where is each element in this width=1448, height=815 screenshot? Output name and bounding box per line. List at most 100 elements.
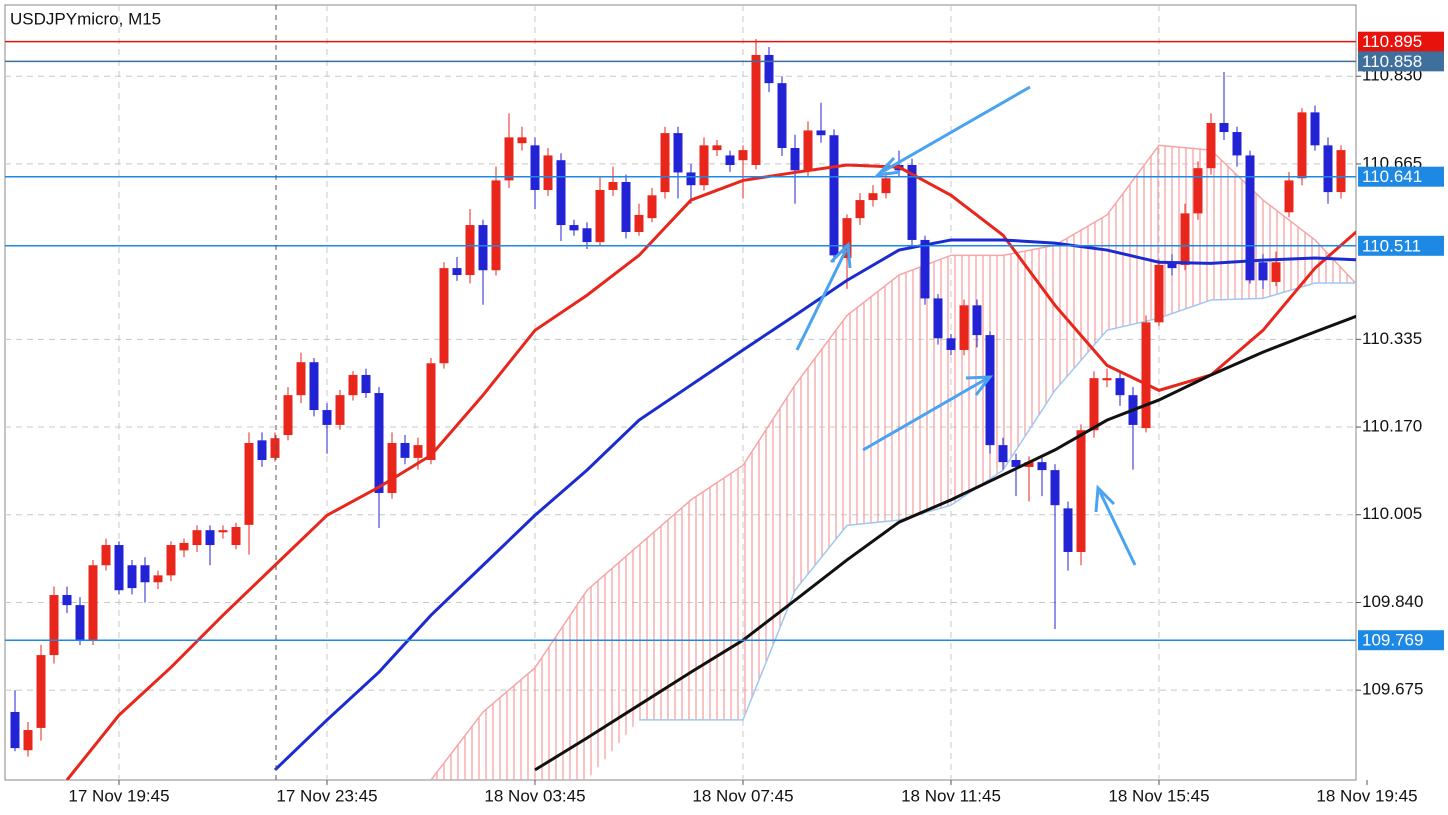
candle-body [478,225,488,271]
candle-body [205,530,215,546]
y-tick-label: 109.675 [1362,680,1423,699]
candle-body [374,393,384,493]
annotation-arrows [795,85,1137,566]
moving-average [65,163,1356,780]
candle-body [192,530,202,546]
candle-body [335,395,345,425]
candle-body [491,180,501,271]
price-level-label: 110.511 [1362,236,1421,255]
candle-body [413,445,423,458]
candle-body [881,178,891,194]
price-level-box [1358,630,1444,651]
candle-body [1011,460,1021,467]
candle-body [101,545,111,566]
candle-body [959,305,969,350]
candle-body [465,225,475,276]
candle-body [309,362,319,411]
candle-body [1193,168,1203,214]
candle-body [855,200,865,219]
candle-body [1089,378,1099,431]
x-tick-label: 17 Nov 23:45 [276,786,377,805]
candle-body [647,195,657,219]
candle-body [1297,112,1307,179]
candle-body [270,438,280,458]
candle-body [1167,262,1177,269]
candle-body [946,338,956,350]
candle-body [556,160,566,226]
candle-body [1102,378,1112,381]
candle-body [36,655,46,728]
candle-body [1232,132,1242,156]
candle-body [725,155,735,165]
candle-body [803,130,813,171]
candle-body [985,335,995,446]
candle-body [1154,264,1164,323]
overlay: 110.830110.665110.335110.170110.005109.8… [5,31,1444,805]
candle-body [1245,155,1255,281]
price-level-label: 110.858 [1362,52,1422,71]
candle-body [348,374,358,396]
candle-body [231,526,241,546]
chart-title: USDJPYmicro, M15 [10,9,161,28]
candle-body [751,54,761,165]
candle-body [933,298,943,339]
candle-body [816,130,826,136]
candle-body [1115,378,1125,396]
candle-body [998,445,1008,463]
candle-body [660,133,670,193]
candle-body [439,268,449,364]
candle-body [23,730,33,751]
candle-body [621,182,631,232]
x-tick-label: 18 Nov 15:45 [1108,786,1209,805]
candle-body [790,147,800,171]
candle-body [283,395,293,436]
price-level-label: 110.895 [1362,32,1422,51]
candle-body [400,442,410,458]
candle-body [530,145,540,190]
arrow [1098,491,1137,566]
candle-body [517,137,527,144]
cloud-lower-line [639,282,1356,721]
candle-body [166,545,176,576]
price-level-label: 109.769 [1362,631,1423,650]
candle-body [179,542,189,551]
candle-body [1336,150,1346,193]
arrow-head [829,241,852,269]
candle-body [1206,123,1216,169]
candle-body [1284,180,1294,213]
candle-body [777,83,787,148]
price-level-box [1358,51,1444,72]
candle-body [738,150,748,161]
candle-body [1076,430,1086,552]
candle-body [1037,462,1047,471]
candle-body [972,305,982,336]
arrow-head [965,375,994,396]
candle-body [1063,508,1073,552]
candle-body [1141,322,1151,429]
price-level-label: 110.641 [1362,167,1422,186]
x-tick-label: 18 Nov 07:45 [692,786,793,805]
candle-body [686,172,696,186]
candle-body [153,575,163,583]
candle-body [322,410,332,425]
candle-body [920,239,930,299]
candle-body [88,565,98,641]
candle-body [114,545,124,591]
candle-body [1050,470,1060,506]
candle-body [1310,112,1320,146]
candle-body [699,145,709,186]
candle-body [387,442,397,493]
moving-average [534,314,1356,772]
candle-body [49,595,59,656]
candle-body [608,182,618,190]
candle-body [361,374,371,394]
candle-body [582,228,592,243]
candle-body [10,711,20,749]
candle-body [829,135,839,256]
y-tick-label: 110.335 [1362,329,1422,348]
price-level-box [1358,235,1444,256]
candle-body [569,225,579,231]
candle-body [764,54,774,84]
candle-body [426,363,436,461]
arrow-head [874,156,901,178]
